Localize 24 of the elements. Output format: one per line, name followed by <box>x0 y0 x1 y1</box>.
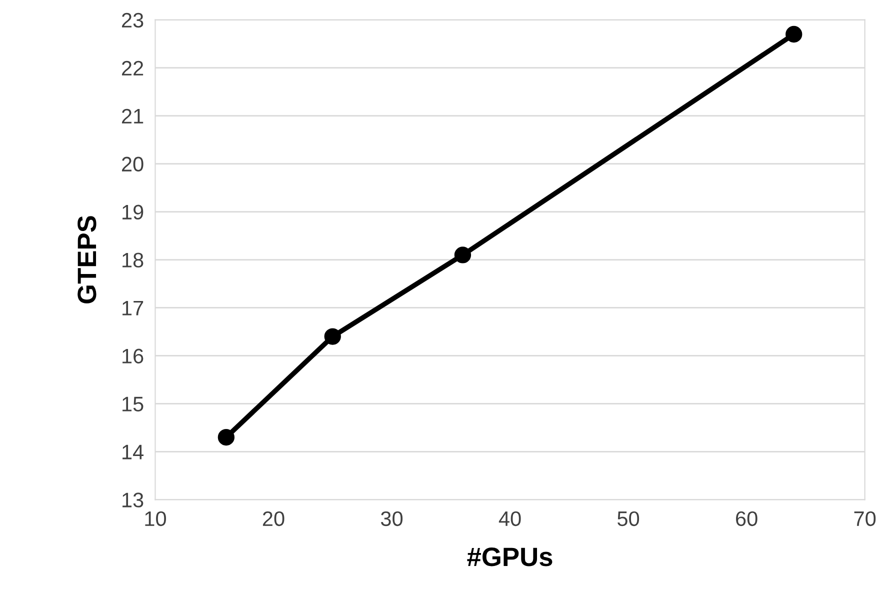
x-axis-title: #GPUs <box>467 548 552 566</box>
point <box>454 246 472 264</box>
y-tick-label: 15 <box>122 396 144 412</box>
y-tick-label: 18 <box>122 252 144 268</box>
y-tick-label: 16 <box>122 348 144 364</box>
y-axis-title: GTEPS <box>78 216 96 304</box>
point <box>324 328 341 345</box>
y-tick-label: 17 <box>122 300 144 316</box>
y-tick-label: 23 <box>122 12 144 28</box>
y-tick-label: 20 <box>122 156 144 172</box>
x-tick-label: 40 <box>498 511 521 526</box>
x-tick-label: 50 <box>618 511 640 526</box>
point <box>786 26 802 43</box>
x-tick-label: 60 <box>736 511 758 526</box>
y-tick-label: 22 <box>122 60 144 76</box>
x-tick-label: 70 <box>854 511 876 526</box>
x-tick-label: 10 <box>145 511 166 526</box>
y-tick-label: 19 <box>122 204 144 220</box>
x-tick-label: 30 <box>380 511 403 526</box>
y-tick-label: 13 <box>122 492 144 508</box>
y-tick-label: 21 <box>122 108 144 124</box>
x-tick-label: 20 <box>262 511 284 526</box>
y-tick-label: 14 <box>122 444 144 460</box>
point <box>218 428 235 446</box>
